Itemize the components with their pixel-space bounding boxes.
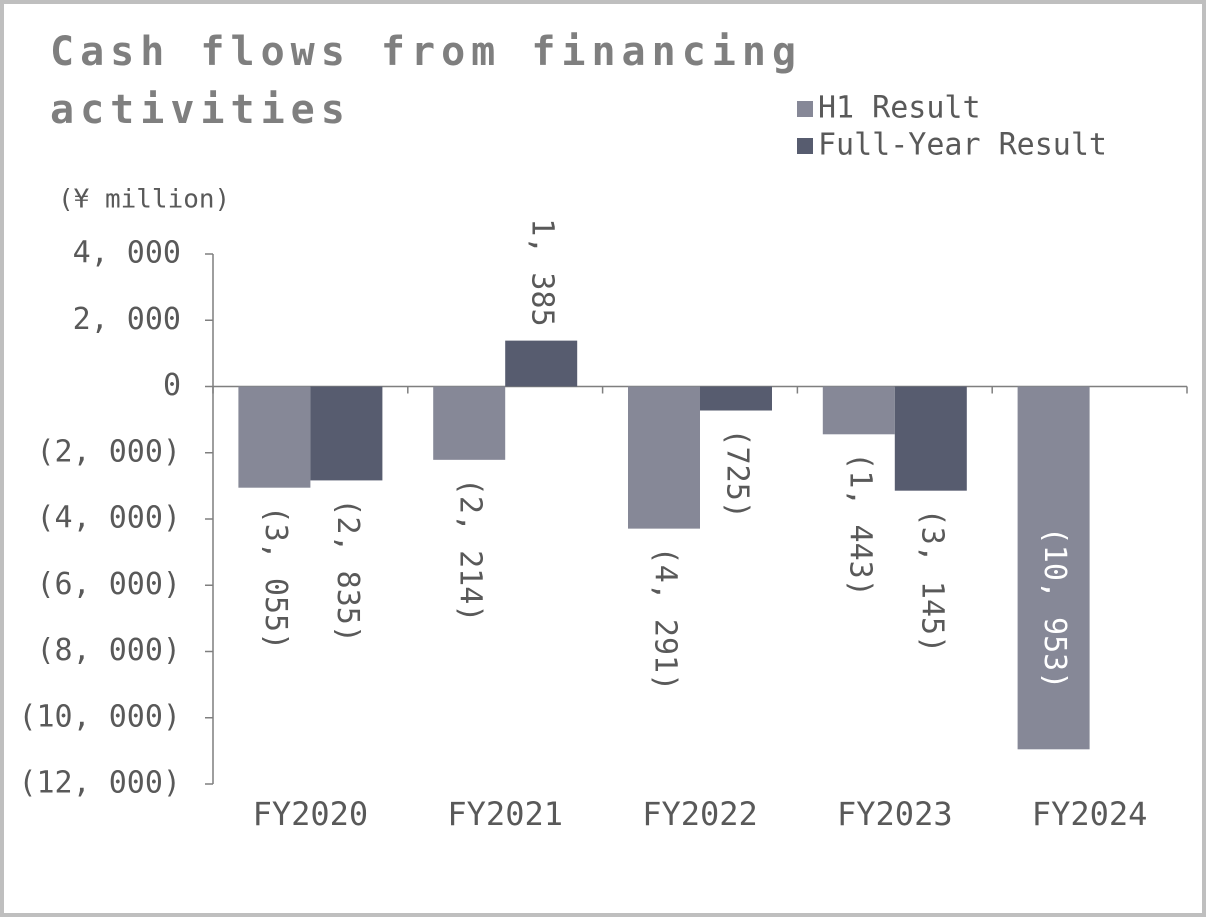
- x-tick-label: FY2023: [837, 795, 953, 833]
- data-label: (3, 145): [914, 509, 949, 654]
- y-tick-label: (12, 000): [18, 766, 181, 801]
- data-label: (725): [720, 429, 755, 519]
- bar: [433, 386, 506, 460]
- bar: [238, 386, 311, 488]
- x-tick-label: FY2024: [1032, 795, 1148, 833]
- legend-label: Full-Year Result: [818, 128, 1107, 163]
- y-tick-label: (8, 000): [37, 633, 182, 668]
- title-line: Cash flows from financing: [50, 29, 802, 75]
- data-label: 1, 385: [525, 218, 560, 326]
- bar: [310, 386, 383, 481]
- y-tick-label: (2, 000): [37, 434, 182, 469]
- bar: [822, 386, 895, 435]
- bar: [505, 340, 578, 387]
- x-tick-label: FY2021: [447, 795, 563, 833]
- y-tick-label: 0: [163, 368, 181, 403]
- unit-label: (¥ million): [58, 185, 230, 215]
- bar: [700, 386, 772, 411]
- chart-title: Cash flows from financing activities: [50, 29, 802, 133]
- title-line: activities: [50, 87, 351, 133]
- data-label: (2, 835): [330, 498, 365, 643]
- data-label: (2, 214): [453, 478, 488, 623]
- legend-swatch: [797, 101, 813, 117]
- bar: [894, 386, 967, 491]
- data-label: (4, 291): [648, 547, 683, 692]
- y-tick-label: (6, 000): [37, 567, 182, 602]
- y-tick-label: 2, 000: [73, 302, 181, 337]
- y-tick-label: (4, 000): [37, 501, 182, 536]
- data-label: (3, 055): [258, 506, 293, 651]
- y-tick-label: (10, 000): [18, 699, 181, 734]
- x-tick-label: FY2020: [253, 795, 369, 833]
- data-label: (1, 443): [842, 452, 877, 597]
- legend-label: H1 Result: [818, 91, 981, 126]
- y-tick-label: 4, 000: [73, 236, 181, 271]
- bar: [628, 386, 700, 529]
- bar: [1017, 386, 1090, 750]
- data-label: (10, 953): [1037, 527, 1072, 690]
- legend-swatch: [797, 138, 813, 154]
- x-tick-label: FY2022: [642, 795, 758, 833]
